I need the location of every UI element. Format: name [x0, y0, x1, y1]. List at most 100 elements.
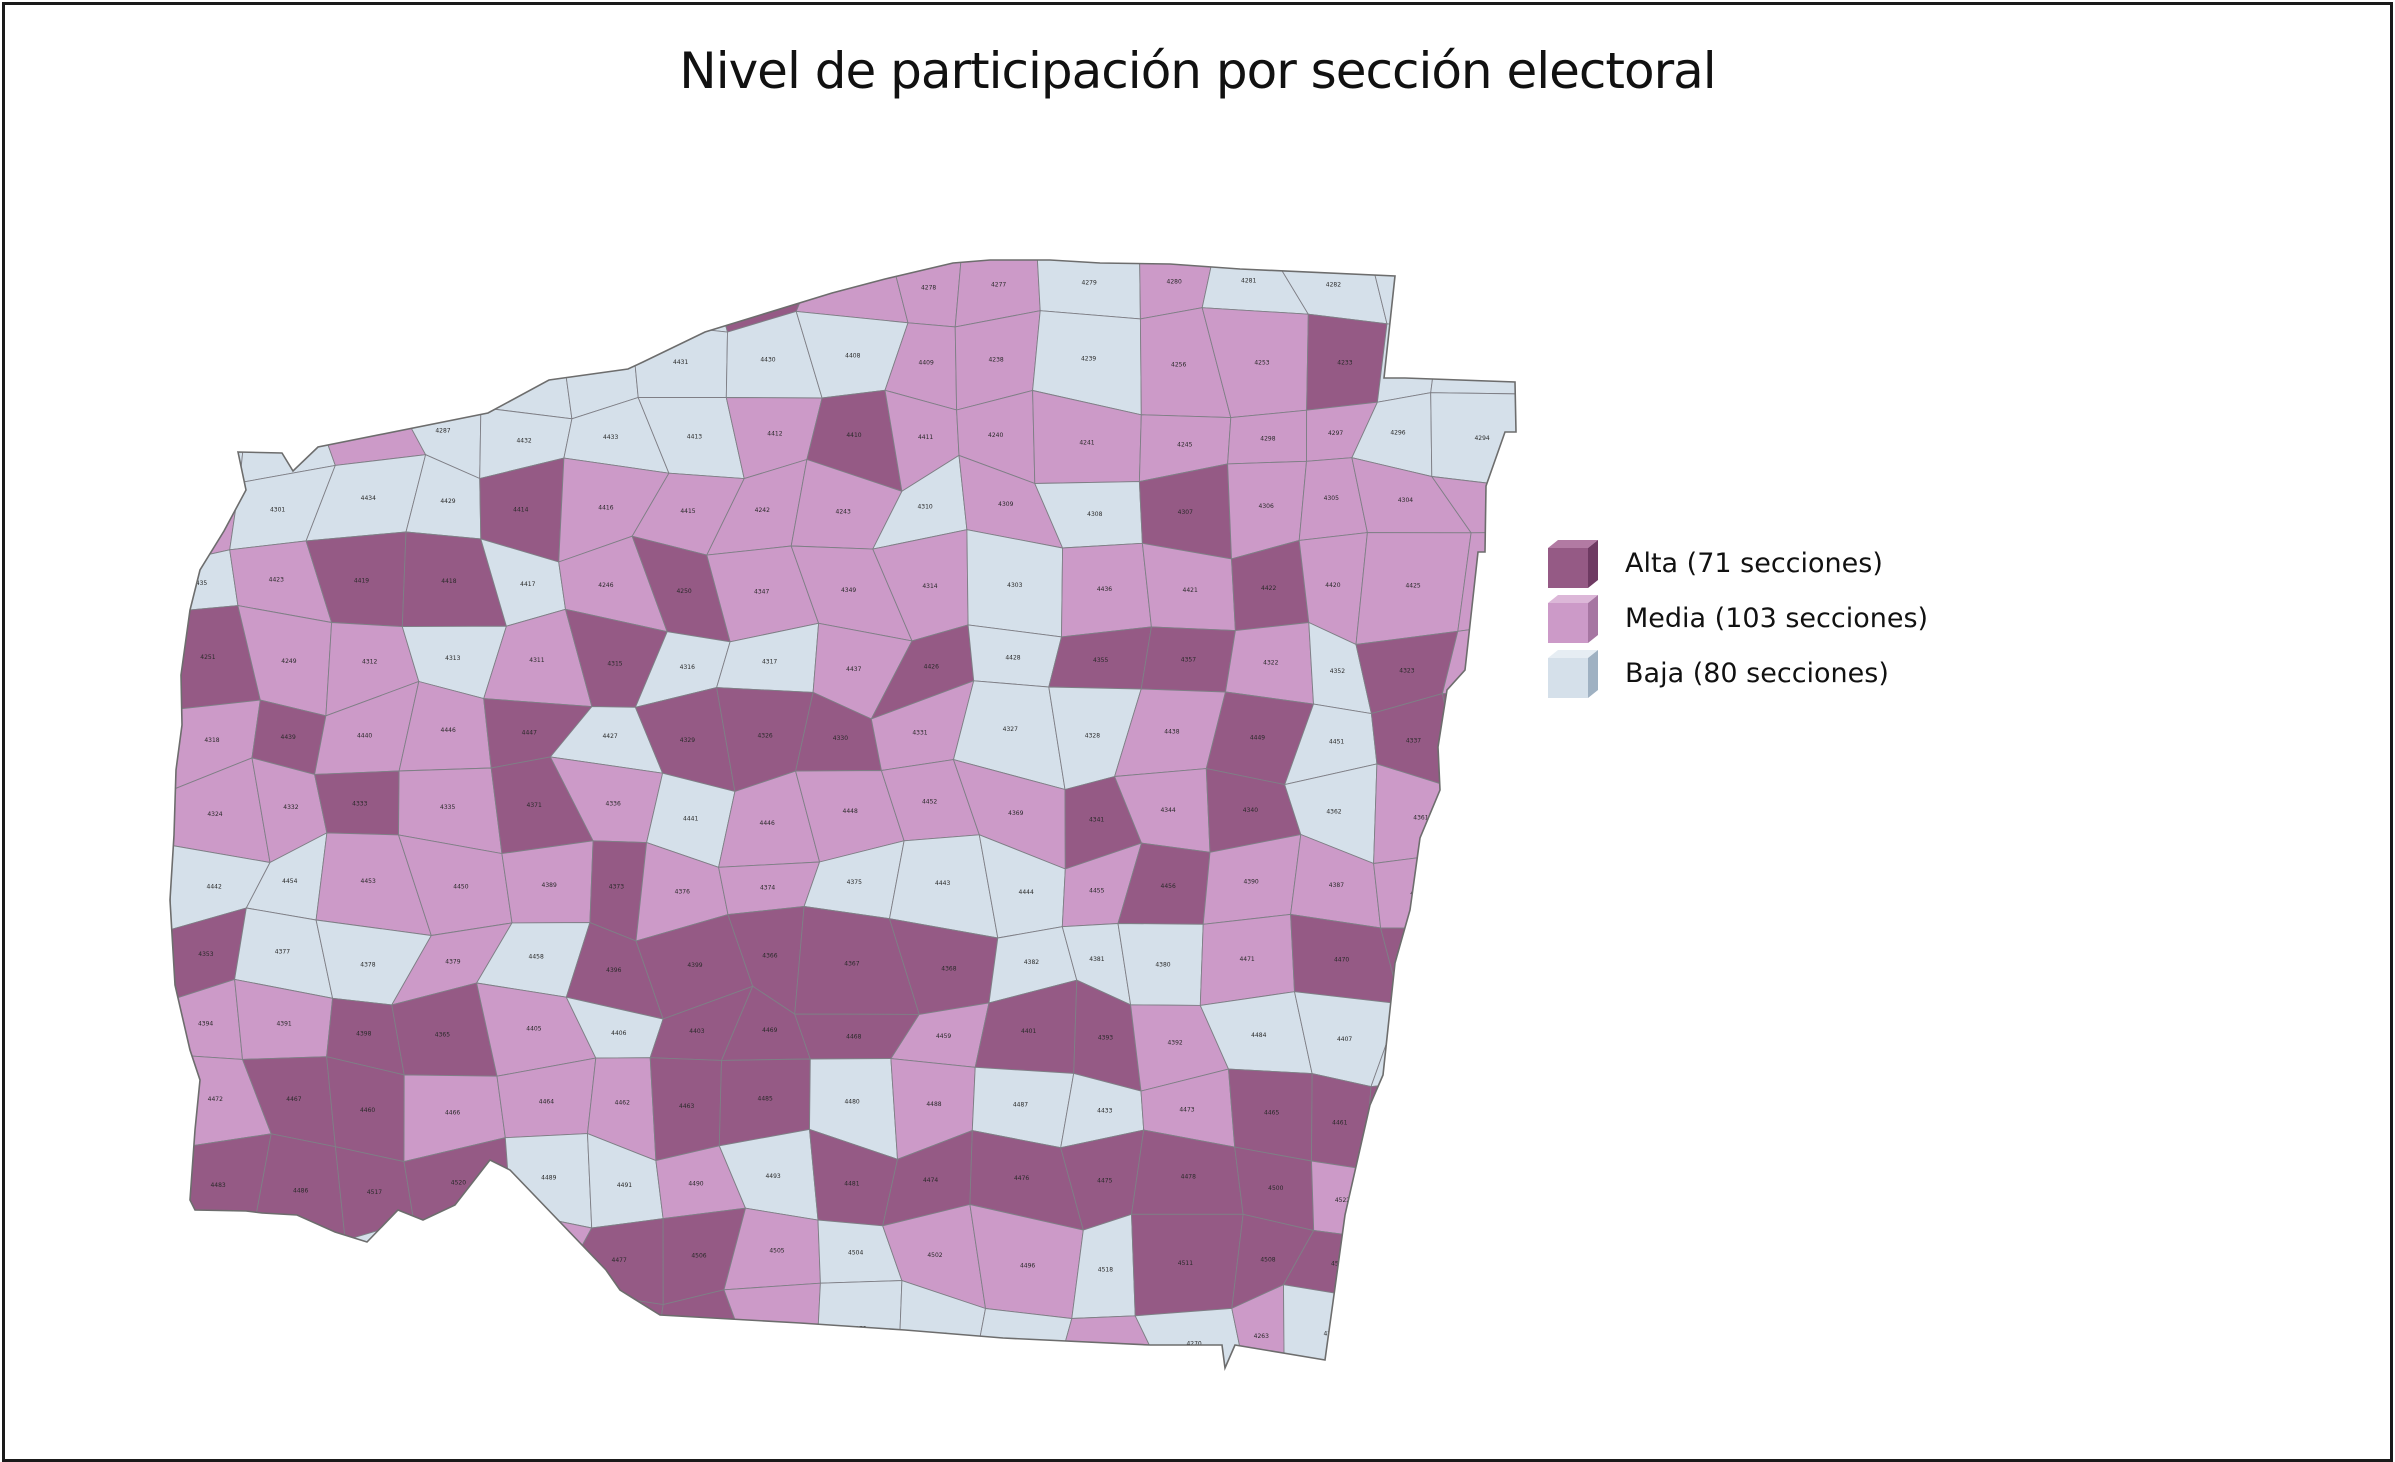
section-label: 4273 — [1014, 1341, 1029, 1348]
section-label: 4463 — [679, 1103, 694, 1110]
legend-swatch-media — [1548, 595, 1598, 643]
section-label: 4440 — [357, 733, 372, 740]
section-label: 4392 — [1167, 1040, 1182, 1047]
section-label: 4334 — [1488, 741, 1503, 748]
section-label: 4270 — [1186, 1341, 1201, 1348]
section-label: 4423 — [269, 577, 284, 584]
section-label: 4395 — [1486, 966, 1501, 973]
section-label: 4398 — [356, 1031, 371, 1038]
section-4275 — [1283, 1284, 1380, 1368]
section-label: 4287 — [435, 428, 450, 435]
section-label: 4280 — [1167, 279, 1182, 286]
section-label: 4389 — [542, 882, 557, 889]
section-label: 4253 — [1254, 359, 1269, 366]
section-label: 4410 — [846, 432, 861, 439]
section-4334 — [1441, 693, 1516, 794]
section-label: 4431 — [673, 359, 688, 366]
section-label: 4391 — [276, 1020, 291, 1027]
section-label: 4276 — [343, 356, 358, 363]
section-label: 4498 — [212, 1266, 227, 1273]
section-label: 4289 — [276, 430, 291, 437]
section-label: 4376 — [675, 888, 690, 895]
section-label: 4305 — [1324, 495, 1339, 502]
section-label: 4480 — [844, 1099, 859, 1106]
section-label: 4277 — [991, 281, 1006, 288]
section-label: 4313 — [445, 655, 460, 662]
section-label: 4433 — [1097, 1108, 1112, 1115]
section-label: 4380 — [1155, 962, 1170, 969]
section-label: 4373 — [609, 884, 624, 891]
section-label: 4470 — [1334, 957, 1349, 964]
section-label: 4333 — [352, 800, 367, 807]
section-label: 4469 — [762, 1027, 777, 1034]
section-label: 4451 — [1329, 739, 1344, 746]
section-label: 4241 — [1079, 440, 1094, 447]
section-label: 4360 — [1495, 819, 1510, 826]
section-label: 4263 — [592, 288, 607, 295]
section-label: 4418 — [441, 578, 456, 585]
section-label: 4330 — [833, 735, 848, 742]
section-label: 4250 — [676, 588, 691, 595]
section-label: 4344 — [1160, 807, 1175, 814]
section-label: 4246 — [598, 582, 613, 589]
section-label: 4409 — [919, 360, 934, 367]
section-label: 4310 — [917, 503, 932, 510]
section-label: 4425 — [1405, 582, 1420, 589]
section-4272 — [815, 1280, 903, 1368]
section-4235 — [795, 260, 909, 324]
section-label: 4414 — [513, 506, 528, 513]
section-label: 4278 — [921, 284, 936, 291]
section-label: 4307 — [1178, 509, 1193, 516]
section-label: 4475 — [1097, 1178, 1112, 1185]
section-label: 4520 — [451, 1180, 466, 1187]
section-4236 — [225, 311, 323, 399]
section-label: 4275 — [1323, 1331, 1338, 1338]
section-4237 — [170, 327, 251, 412]
section-4265 — [1437, 260, 1516, 330]
section-4466 — [1364, 1079, 1478, 1170]
section-4291 — [1430, 320, 1516, 395]
section-label: 4467 — [286, 1096, 301, 1103]
section-4499 — [1446, 1138, 1516, 1211]
section-label: 4366 — [762, 952, 777, 959]
section-label: 4318 — [204, 737, 219, 744]
section-label: 4486 — [293, 1188, 308, 1195]
section-label: 4327 — [1003, 726, 1018, 733]
section-label: 4412 — [767, 430, 782, 437]
section-label: 4478 — [1181, 1173, 1196, 1180]
section-label: 4476 — [1014, 1175, 1029, 1182]
section-4252 — [1376, 323, 1440, 403]
section-label: 4447 — [522, 730, 537, 737]
section-label: 4249 — [281, 658, 296, 665]
section-4263 — [559, 260, 645, 345]
section-label: 4424 — [1492, 576, 1507, 583]
section-label: 4324 — [207, 811, 222, 818]
legend-label-media: Media (103 secciones) — [1625, 603, 1929, 634]
section-label: 4353 — [198, 951, 213, 958]
section-label: 4378 — [360, 962, 375, 969]
legend-swatch-alta — [1548, 540, 1598, 588]
section-4360 — [1462, 790, 1516, 852]
section-label: 4449 — [1250, 734, 1265, 741]
section-label: 4432 — [516, 438, 531, 445]
section-label: 4240 — [988, 432, 1003, 439]
section-label: 4321 — [1486, 658, 1501, 665]
section-label: 4294 — [1474, 435, 1489, 442]
section-label: 4323 — [1399, 668, 1414, 675]
section-label: 4301 — [270, 507, 285, 514]
section-label: 4274 — [270, 282, 285, 289]
section-label: 4460 — [360, 1107, 375, 1114]
section-label: 4411 — [918, 434, 933, 441]
section-label: 4433 — [603, 434, 618, 441]
section-4235 — [1458, 1302, 1516, 1368]
section-label: 4374 — [760, 885, 775, 892]
section-label: 4456 — [1161, 883, 1176, 890]
section-label: 4381 — [1089, 956, 1104, 963]
section-label: 4458 — [529, 953, 544, 960]
section-label: 4239 — [1081, 356, 1096, 363]
section-4501 — [723, 1282, 821, 1368]
section-label: 4309 — [998, 501, 1013, 508]
section-label: 4311 — [529, 657, 544, 664]
section-label: 4428 — [1005, 654, 1020, 661]
section-label: 4238 — [988, 357, 1003, 364]
